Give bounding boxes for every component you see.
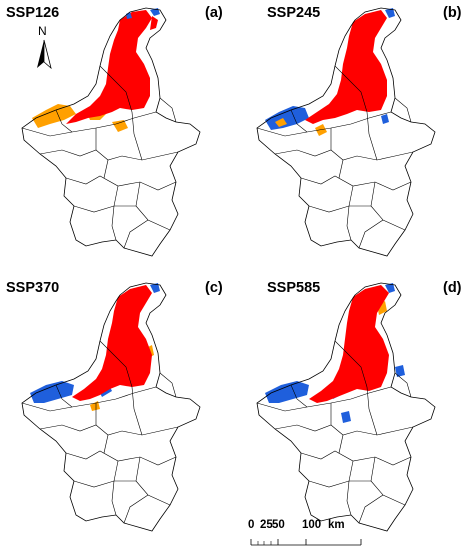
north-arrow: N (33, 24, 55, 74)
map-d (256, 282, 436, 532)
red-patch-d (309, 285, 389, 403)
scenario-label: SSP370 (6, 280, 60, 296)
scale-bar: 0 25 50 100 km (248, 519, 428, 550)
panel-label: (c) (205, 280, 223, 296)
panel-d: SSP585 (d) (235, 275, 470, 550)
red-patch-a (66, 10, 158, 124)
scale-ruler (250, 539, 362, 546)
panel-label: (d) (443, 280, 462, 296)
panel-a: SSP126 (a) N (0, 0, 235, 275)
panel-label: (a) (205, 5, 223, 21)
scale-tick-100: 100 (302, 519, 322, 531)
red-patch-c (72, 285, 152, 401)
scenario-label: SSP585 (267, 280, 321, 296)
boundary-d (256, 282, 436, 532)
scenario-label: SSP126 (6, 5, 60, 21)
red-patch-b (305, 10, 387, 124)
map-c (21, 282, 201, 532)
map-b (256, 7, 436, 257)
orange-patch-b (275, 118, 327, 136)
scale-tick-25: 25 (260, 519, 273, 531)
scale-unit: km (328, 519, 345, 531)
scale-tick-50: 50 (272, 519, 285, 531)
boundary-c (21, 282, 201, 532)
panel-b: SSP245 (b) (235, 0, 470, 275)
scenario-label: SSP245 (267, 5, 321, 21)
blue-patch-b (265, 8, 395, 130)
north-letter: N (38, 24, 47, 38)
boundary-b (256, 7, 436, 257)
panel-c: SSP370 (c) (0, 275, 235, 550)
map-a (21, 7, 201, 257)
panel-label: (b) (443, 5, 462, 21)
scale-tick-0: 0 (248, 519, 255, 531)
